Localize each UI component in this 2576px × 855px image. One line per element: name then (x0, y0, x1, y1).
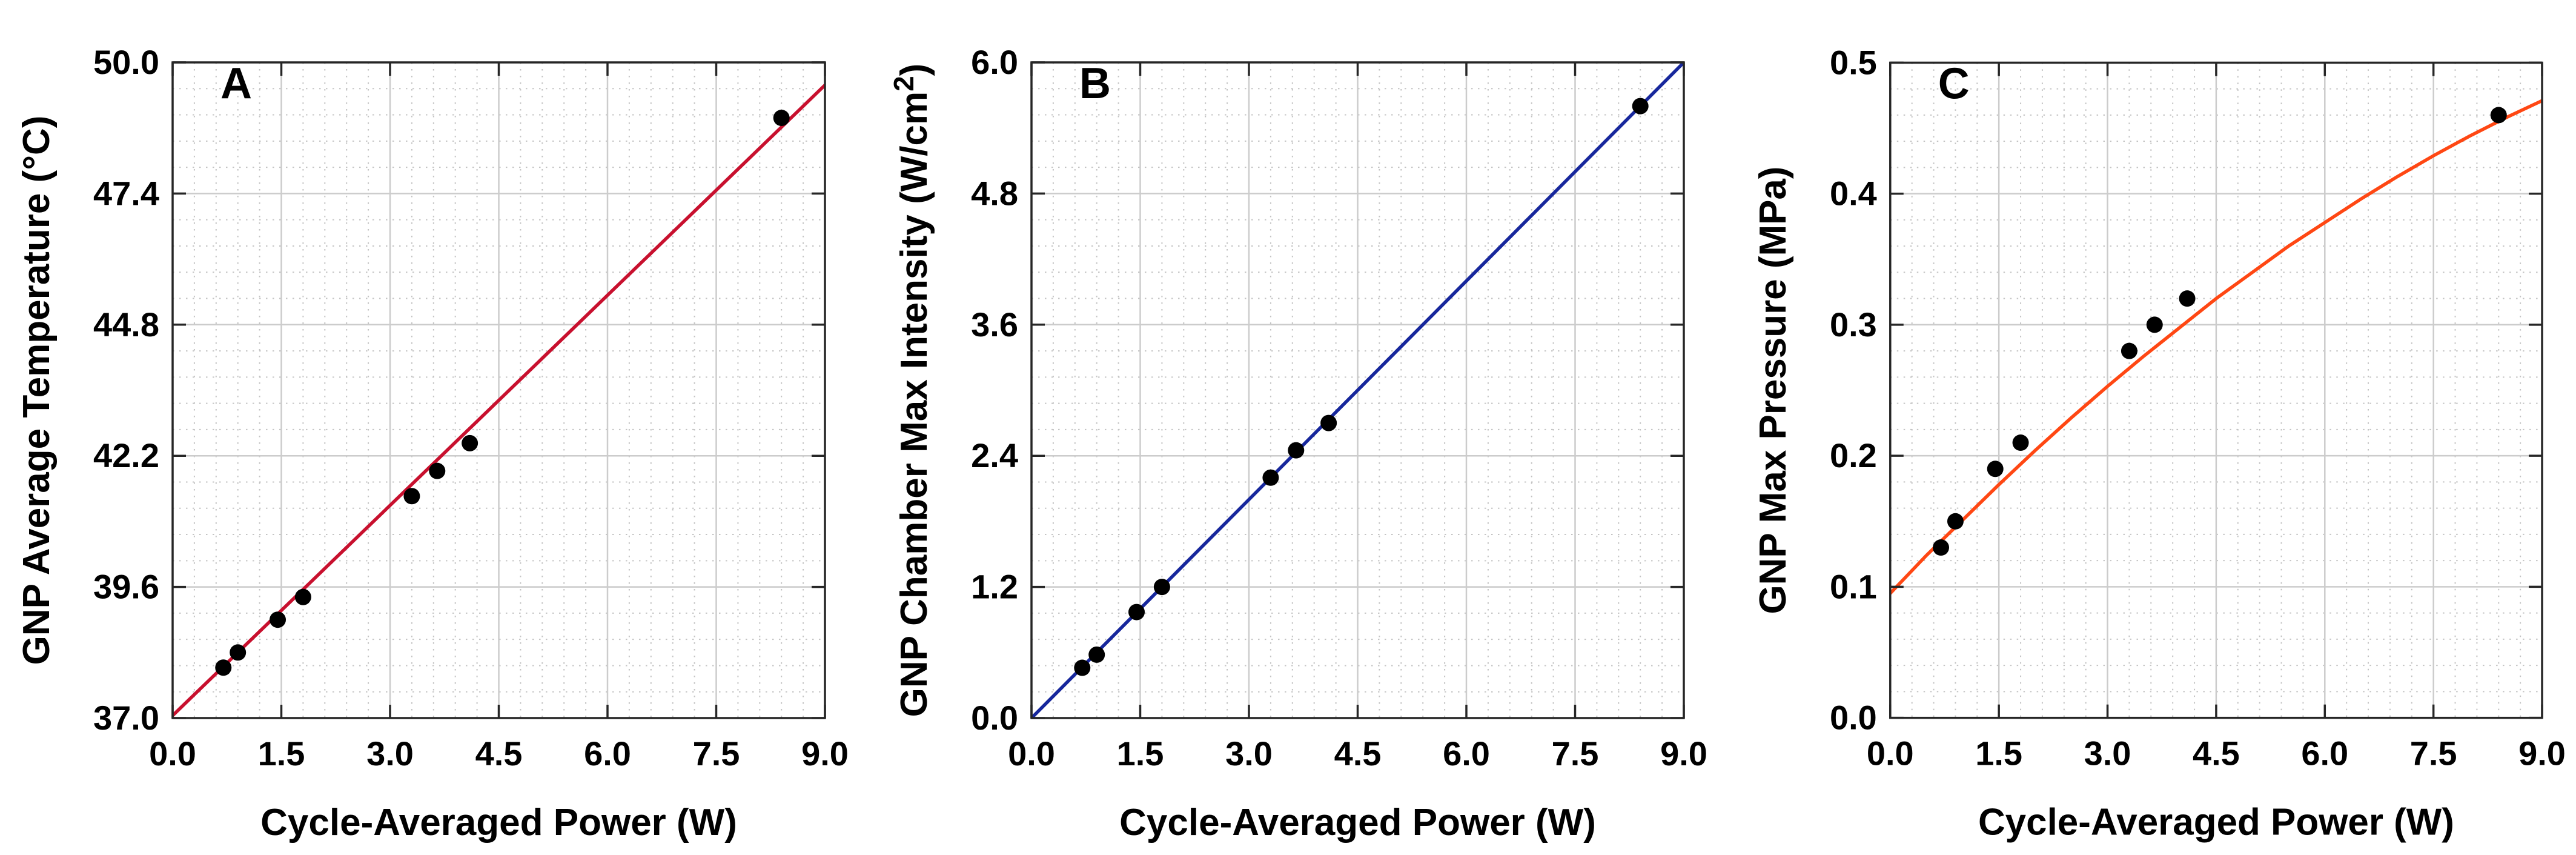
data-point (2121, 342, 2137, 359)
x-tick-label: 4.5 (1334, 734, 1382, 773)
x-axis-title: Cycle-Averaged Power (W) (1978, 802, 2454, 843)
data-point (294, 588, 311, 605)
y-tick-label: 0.1 (1830, 567, 1877, 605)
data-point (1088, 646, 1105, 663)
data-point (1632, 98, 1649, 115)
x-tick-label: 6.0 (2301, 734, 2348, 773)
y-tick-label: 39.6 (93, 568, 159, 606)
y-tick-label: 47.4 (93, 174, 159, 212)
data-point (1987, 461, 2004, 477)
panel-a: 0.0 1.5 3.0 4.5 6.0 7.5 9.0 37.0 39.6 42.2 44.8 47.… (0, 0, 859, 855)
data-point (230, 644, 247, 661)
x-axis-title: Cycle-Averaged Power (W) (260, 802, 737, 843)
data-point (1947, 513, 1964, 530)
x-tick-label: 4.5 (2193, 734, 2240, 773)
chart-a: 0.0 1.5 3.0 4.5 6.0 7.5 9.0 37.0 39.6 42.2 44.8 47.… (0, 0, 859, 855)
data-point (1128, 604, 1145, 620)
x-tick-label: 6.0 (584, 734, 631, 773)
x-tick-label: 4.5 (475, 734, 523, 773)
y-tick-label: 6.0 (971, 43, 1018, 81)
panel-c: 0.0 1.5 3.0 4.5 6.0 7.5 9.0 0.0 0.1 0.2 0.3 0.4 0.5 C… (1718, 0, 2576, 855)
y-tick-label: 0.0 (1830, 699, 1877, 737)
x-tick-label: 0.0 (1008, 734, 1055, 773)
data-point (2179, 290, 2196, 307)
y-tick-label: 42.2 (93, 436, 159, 474)
tick-marks (1030, 61, 1685, 719)
x-tick-label: 7.5 (1552, 734, 1599, 773)
data-point (1153, 579, 1170, 596)
gridlines (1890, 62, 2543, 718)
data-point (1933, 539, 1949, 556)
y-tick-label: 50.0 (93, 43, 159, 81)
panel-b: 0.0 1.5 3.0 4.5 6.0 7.5 9.0 0.0 1.2 2.4 3.6 4.8 6.0 C… (859, 0, 1718, 855)
x-tick-label: 3.0 (2084, 734, 2131, 773)
panel-letter: A (220, 59, 252, 108)
x-tick-label: 3.0 (366, 734, 414, 773)
data-point (1288, 442, 1305, 459)
x-tick-label: 9.0 (1660, 734, 1707, 773)
panel-letter: C (1938, 59, 1970, 108)
fit-line (1890, 99, 2543, 595)
x-tick-label: 9.0 (2518, 734, 2566, 773)
data-point (773, 110, 790, 127)
y-tick-label: 3.6 (971, 305, 1018, 344)
y-tick-label: 0.5 (1830, 43, 1877, 81)
x-tick-label: 7.5 (2410, 734, 2457, 773)
y-tick-label: 0.2 (1830, 436, 1877, 474)
x-tick-label: 3.0 (1225, 734, 1273, 773)
y-axis-title: GNP Chamber Max Intensity (W/cm2) (888, 64, 935, 717)
y-tick-label: 2.4 (971, 436, 1018, 474)
data-points (1074, 98, 1649, 676)
data-point (215, 659, 232, 676)
chart-c: 0.0 1.5 3.0 4.5 6.0 7.5 9.0 0.0 0.1 0.2 0.3 0.4 0.5 C… (1718, 0, 2576, 855)
x-tick-label: 1.5 (258, 734, 305, 773)
x-tick-label: 1.5 (1975, 734, 2022, 773)
data-point (2012, 434, 2029, 451)
chart-b: 0.0 1.5 3.0 4.5 6.0 7.5 9.0 0.0 1.2 2.4 3.6 4.8 6.0 C… (859, 0, 1718, 855)
data-point (1074, 659, 1091, 676)
x-tick-label: 0.0 (1867, 734, 1914, 773)
y-tick-label: 1.2 (971, 568, 1018, 606)
data-point (1262, 469, 1279, 486)
x-axis-title: Cycle-Averaged Power (W) (1119, 802, 1596, 843)
gridlines (173, 62, 825, 718)
x-tick-label: 0.0 (149, 734, 196, 773)
y-tick-label: 4.8 (971, 174, 1018, 212)
panel-letter: B (1079, 59, 1111, 108)
data-point (2490, 107, 2507, 124)
y-tick-label: 0.3 (1830, 305, 1877, 344)
fit-line (173, 83, 825, 717)
data-point (270, 611, 286, 628)
x-tick-label: 6.0 (1443, 734, 1490, 773)
data-points (215, 110, 790, 676)
y-axis-title: GNP Average Temperature (°C) (16, 116, 58, 665)
data-point (462, 434, 478, 451)
data-point (1320, 414, 1337, 431)
data-point (403, 488, 420, 505)
y-tick-label: 0.4 (1830, 175, 1877, 213)
tick-marks (1889, 61, 2543, 719)
data-point (429, 462, 446, 479)
y-axis-title: GNP Max Pressure (MPa) (1752, 167, 1794, 614)
x-tick-label: 7.5 (693, 734, 740, 773)
y-tick-label: 37.0 (93, 699, 159, 737)
x-tick-label: 9.0 (801, 734, 849, 773)
y-tick-label: 44.8 (93, 305, 159, 344)
data-points (1933, 107, 2507, 556)
tick-marks (171, 61, 826, 719)
data-point (2146, 316, 2163, 333)
y-tick-label: 0.0 (971, 699, 1018, 737)
x-tick-label: 1.5 (1117, 734, 1164, 773)
